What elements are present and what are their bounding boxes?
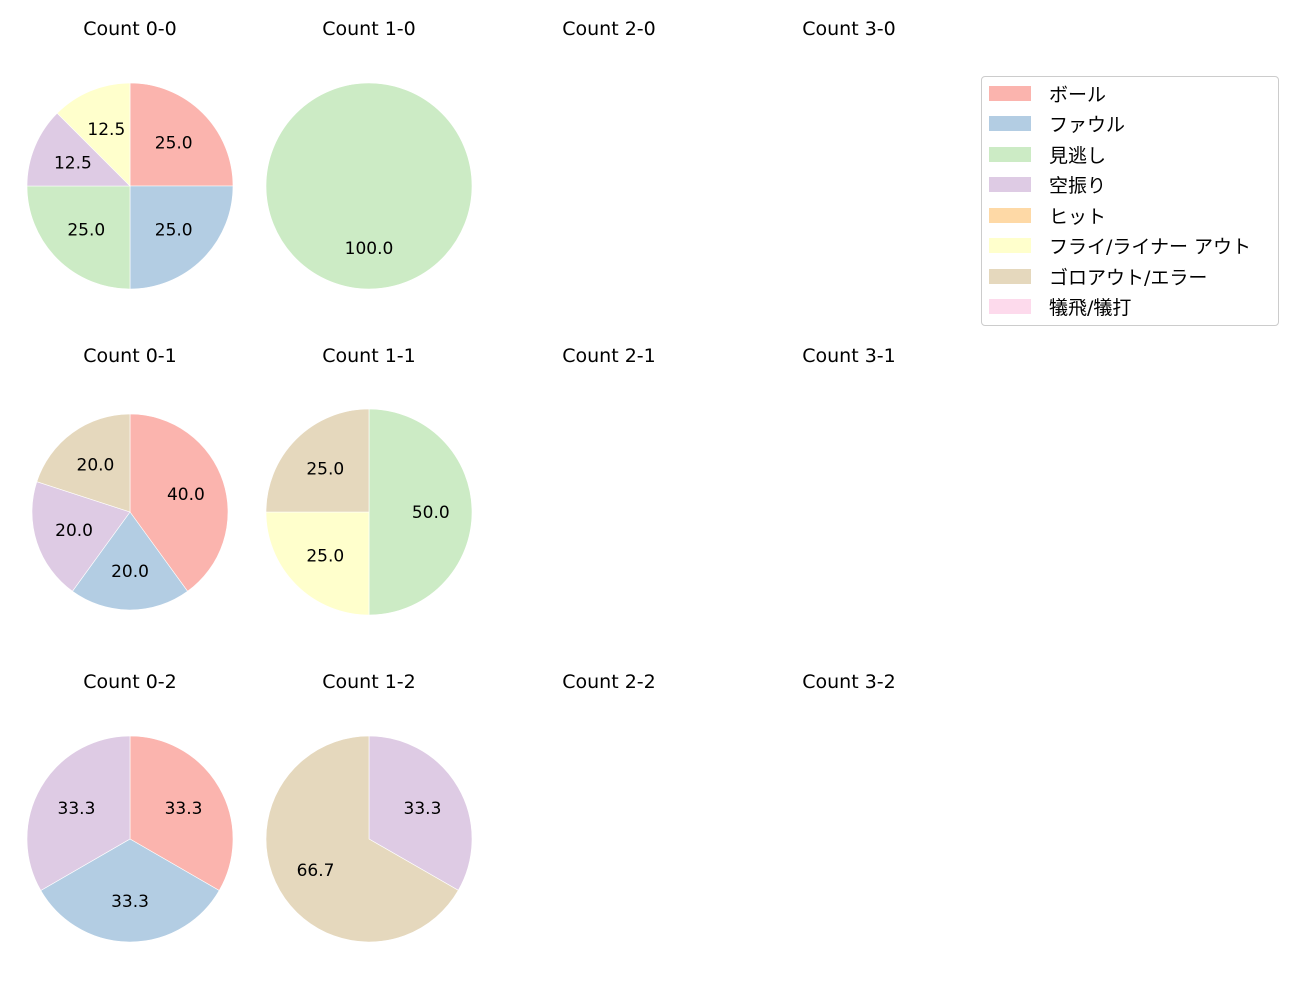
pie-slice: [265, 511, 370, 616]
pie-slice: [26, 735, 131, 891]
slice-label: 66.7: [297, 861, 335, 881]
slice-label: 33.3: [111, 892, 149, 912]
legend-item: 空振り: [989, 173, 1106, 197]
legend: ボールファウル見逃し空振りヒットフライ/ライナー アウト ゴロアウト/エラー 犠飛/…: [981, 76, 1279, 326]
slice-label: 12.5: [87, 120, 125, 140]
pie-slice: [129, 82, 234, 187]
slice-label: 25.0: [155, 133, 193, 153]
pie-panel-count-2-0: Count 2-0: [562, 18, 656, 40]
legend-label: ヒット: [1049, 205, 1107, 228]
pie-slice: [31, 481, 131, 592]
pie-panel-count-1-2: Count 1-2 33.3 66.7: [265, 671, 473, 943]
legend-swatch: [989, 116, 1031, 131]
legend-swatch: [989, 268, 1031, 284]
pie-slice: [265, 408, 370, 513]
slice-label: 50.0: [412, 503, 450, 523]
panel-title: Count 3-1: [802, 345, 896, 367]
pie-slice: [26, 112, 131, 187]
panel-title: Count 3-2: [802, 671, 896, 693]
pie-panel-count-1-0: Count 1-0 100.0: [265, 18, 473, 290]
legend-item: 見逃し: [989, 142, 1107, 167]
panel-title: Count 1-0: [322, 18, 416, 40]
pie-slice: [129, 413, 229, 592]
panel-title: Count 0-1: [83, 345, 177, 367]
legend-label: 犠飛/犠打: [1049, 297, 1132, 319]
slice-label: 33.3: [404, 799, 442, 819]
panel-title: Count 1-1: [322, 345, 416, 367]
slice-label: 20.0: [77, 455, 115, 475]
slice-label: 33.3: [58, 799, 96, 819]
pie-panel-count-2-2: Count 2-2: [562, 671, 656, 693]
legend-swatch: [989, 299, 1031, 314]
slice-label: 12.5: [54, 153, 92, 173]
slice-label: 33.3: [165, 799, 203, 819]
panel-title: Count 3-0: [802, 18, 896, 40]
slice-label: 100.0: [345, 239, 394, 259]
legend-item: ファウル: [989, 112, 1125, 136]
panel-title: Count 2-1: [562, 345, 656, 367]
legend-label: ボール: [1049, 83, 1107, 106]
legend-swatch: [989, 177, 1031, 192]
slice-label: 40.0: [167, 485, 205, 505]
legend-item: フライ/ライナー アウト: [989, 234, 1251, 258]
pie-slice: [129, 735, 234, 891]
pie-slice: [265, 735, 459, 943]
slice-label: 25.0: [155, 221, 193, 241]
pie-panel-count-1-1: Count 1-1 50.0 25.0 25.0: [265, 345, 473, 616]
legend-item: 犠飛/犠打: [989, 295, 1131, 319]
legend-label: ファウル: [1049, 114, 1126, 136]
slice-label: 20.0: [111, 562, 149, 582]
slice-label: 20.0: [55, 521, 93, 541]
pie-panel-count-3-2: Count 3-2: [802, 671, 896, 693]
slice-label: 25.0: [306, 459, 344, 479]
pie-slice: [265, 82, 473, 290]
pie-slice: [26, 185, 131, 290]
pie-slice: [129, 185, 234, 290]
pie-slice: [368, 735, 473, 891]
slice-label: 25.0: [306, 547, 344, 567]
legend-label: 空振り: [1049, 175, 1107, 197]
slice-label: 25.0: [67, 221, 105, 241]
panel-title: Count 1-2: [322, 671, 416, 693]
legend-label: 見逃し: [1049, 144, 1107, 167]
pie-panel-count-3-0: Count 3-0: [802, 18, 896, 40]
legend-swatch: [989, 238, 1031, 253]
pie-panel-count-0-1: Count 0-1 40.0 20.0 20.0 20.0: [31, 345, 229, 611]
pie-slice: [71, 511, 189, 611]
legend-label: フライ/ライナー アウト: [1049, 236, 1252, 258]
panel-title: Count 0-2: [83, 671, 177, 693]
panel-title: Count 0-0: [83, 18, 177, 40]
pie-slice: [56, 82, 131, 187]
legend-swatch: [989, 207, 1031, 223]
panel-title: Count 2-2: [562, 671, 656, 693]
pie-panel-count-2-1: Count 2-1: [562, 345, 656, 367]
pie-slice: [368, 408, 473, 616]
pie-slice: [36, 413, 131, 513]
legend-label: ゴロアウト/エラー: [1049, 266, 1208, 289]
legend-item: ヒット: [989, 203, 1107, 228]
pie-panel-count-3-1: Count 3-1: [802, 345, 896, 367]
pie-panel-count-0-0: Count 0-0 25.0 25.0 25.0 12.5 12.5: [26, 18, 234, 290]
legend-swatch: [989, 146, 1031, 162]
legend-swatch: [989, 85, 1031, 101]
pie-panel-count-0-2: Count 0-2 33.3 33.3 33.3: [26, 671, 234, 943]
panel-title: Count 2-0: [562, 18, 656, 40]
legend-item: ボール: [989, 81, 1107, 106]
legend-item: ゴロアウト/エラー: [989, 264, 1208, 289]
